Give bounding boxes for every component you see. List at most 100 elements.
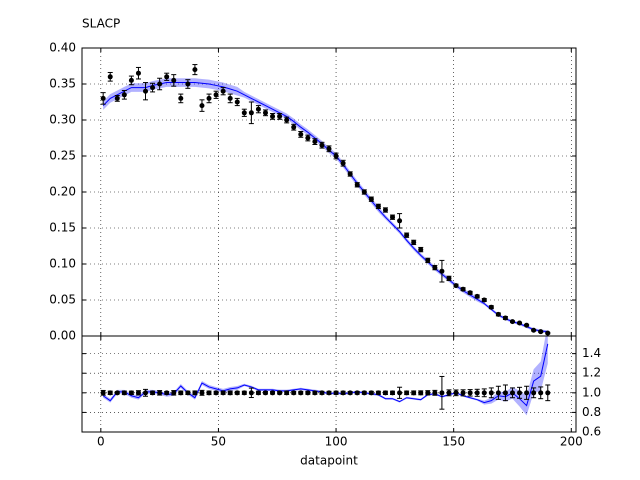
data-point	[128, 77, 134, 83]
y-tick-label: 0.40	[49, 41, 76, 55]
data-point	[312, 139, 318, 145]
data-point	[157, 81, 163, 87]
y-tick-label: 1.4	[582, 346, 601, 360]
x-tick-label: 200	[560, 435, 583, 449]
data-point	[545, 330, 551, 336]
data-point	[509, 319, 515, 325]
data-point	[411, 390, 417, 396]
data-point	[319, 142, 325, 148]
data-point	[270, 390, 276, 396]
data-point	[220, 88, 226, 94]
data-point	[481, 390, 487, 396]
data-point	[326, 146, 332, 152]
data-point	[361, 189, 367, 195]
data-point	[509, 390, 515, 396]
data-point	[241, 110, 247, 116]
data-point	[460, 390, 466, 396]
data-point	[474, 390, 480, 396]
data-point	[404, 390, 410, 396]
data-point	[425, 390, 431, 396]
data-point	[446, 275, 452, 281]
data-point	[199, 390, 205, 396]
data-point	[277, 390, 283, 396]
data-point	[418, 390, 424, 396]
data-point	[460, 286, 466, 292]
data-point	[291, 124, 297, 130]
y-tick-label: 0.30	[49, 113, 76, 127]
y-tick-label: 0.6	[582, 425, 601, 439]
data-point	[368, 196, 374, 202]
data-point	[312, 390, 318, 396]
data-point	[502, 315, 508, 321]
data-point	[220, 390, 226, 396]
data-point	[143, 88, 149, 94]
y-tick-label: 0.05	[49, 293, 76, 307]
data-point	[375, 203, 381, 209]
y-tick-label: 0.15	[49, 221, 76, 235]
data-point	[255, 390, 261, 396]
data-point	[135, 390, 141, 396]
data-point	[488, 390, 494, 396]
data-point	[354, 182, 360, 188]
data-point	[305, 135, 311, 141]
data-point	[524, 322, 530, 328]
data-point	[248, 390, 254, 396]
data-point	[538, 390, 544, 396]
y-tick-label: 0.10	[49, 257, 76, 271]
data-point	[199, 103, 205, 109]
data-point	[213, 92, 219, 98]
data-point	[150, 390, 156, 396]
data-point	[390, 390, 396, 396]
data-point	[340, 160, 346, 166]
data-point	[150, 85, 156, 91]
data-point	[262, 110, 268, 116]
data-point	[361, 390, 367, 396]
data-point	[390, 214, 396, 220]
data-point	[453, 390, 459, 396]
data-point	[467, 290, 473, 296]
y-tick-label: 0.8	[582, 405, 601, 419]
data-point	[347, 171, 353, 177]
x-axis-label: datapoint	[300, 454, 358, 468]
x-tick-label: 150	[442, 435, 465, 449]
data-point	[538, 329, 544, 335]
data-point	[439, 390, 445, 396]
data-point	[171, 77, 177, 83]
data-point	[397, 218, 403, 224]
data-point	[298, 131, 304, 137]
theory-line	[102, 82, 548, 333]
data-point	[326, 390, 332, 396]
data-point	[495, 390, 501, 396]
data-point	[481, 297, 487, 303]
data-point	[178, 390, 184, 396]
data-point	[171, 390, 177, 396]
data-point	[121, 92, 127, 98]
data-point	[375, 390, 381, 396]
y-tick-label: 1.0	[582, 385, 601, 399]
data-point	[340, 390, 346, 396]
data-point	[319, 390, 325, 396]
data-point	[524, 390, 530, 396]
data-point	[192, 390, 198, 396]
data-point	[185, 81, 191, 87]
y-tick-label: 0.20	[49, 185, 76, 199]
data-point	[298, 390, 304, 396]
data-point	[432, 390, 438, 396]
data-point	[107, 390, 113, 396]
data-point	[432, 265, 438, 271]
data-point	[213, 390, 219, 396]
data-point	[474, 293, 480, 299]
data-point	[531, 390, 537, 396]
data-point	[164, 390, 170, 396]
x-tick-label: 50	[211, 435, 226, 449]
data-point	[227, 95, 233, 101]
y-tick-label: 0.25	[49, 149, 76, 163]
data-point	[418, 247, 424, 253]
data-point	[411, 239, 417, 245]
data-point	[107, 74, 113, 80]
data-point	[135, 70, 141, 76]
data-point	[488, 304, 494, 310]
data-point	[467, 390, 473, 396]
